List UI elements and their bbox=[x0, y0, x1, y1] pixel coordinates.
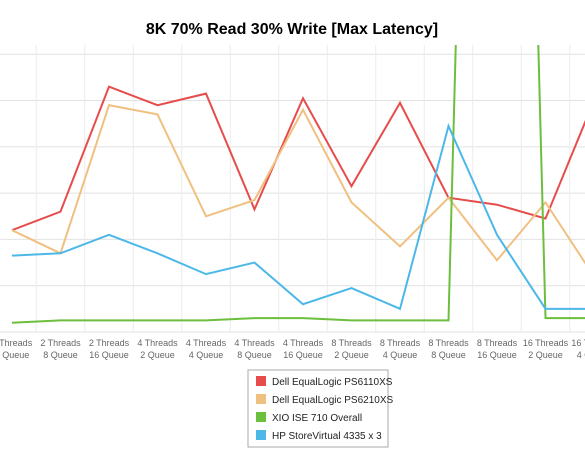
x-tick-line: 8 Threads bbox=[331, 338, 372, 348]
x-tick-line: 8 Queue bbox=[43, 350, 78, 360]
x-tick-line: 8 Queue bbox=[237, 350, 272, 360]
x-tick-line: 8 Queue bbox=[431, 350, 466, 360]
legend-box bbox=[247, 369, 389, 448]
x-tick-line: 4 Threads bbox=[283, 338, 324, 348]
x-tick-line: 4 Queue bbox=[383, 350, 418, 360]
x-tick-line: 2 Threads bbox=[89, 338, 130, 348]
x-tick-line: 4 Threads bbox=[234, 338, 275, 348]
x-tick-line: 4 Threads bbox=[137, 338, 178, 348]
x-tick-label: 16 Threads 2 Queue bbox=[523, 338, 569, 360]
x-tick-line: 2 Queue bbox=[528, 350, 563, 360]
x-tick-label: 4 Threads 16 Queue bbox=[283, 338, 324, 360]
x-tick-label: 16 Threads 4 Queue bbox=[571, 338, 585, 360]
series-line bbox=[11, 45, 585, 324]
x-tick-line: 4 Queue bbox=[189, 350, 224, 360]
x-tick-label: 2 Threads 4 Queue bbox=[0, 338, 33, 360]
x-tick-label: 8 Threads 2 Queue bbox=[331, 338, 372, 360]
legend-swatch bbox=[256, 376, 266, 386]
legend-swatch bbox=[256, 430, 266, 440]
legend-label: HP StoreVirtual 4335 x 3 bbox=[272, 431, 382, 442]
x-tick-label: 8 Threads 16 Queue bbox=[477, 338, 518, 360]
x-tick-line: 16 Threads bbox=[571, 338, 585, 348]
legend-label: XIO ISE 710 Overall bbox=[272, 413, 362, 424]
grid bbox=[0, 45, 585, 333]
x-tick-line: 2 Threads bbox=[0, 338, 33, 348]
x-tick-line: 16 Queue bbox=[283, 350, 323, 360]
x-tick-label: 8 Threads 4 Queue bbox=[380, 338, 421, 360]
x-tick-line: 2 Queue bbox=[334, 350, 369, 360]
x-tick-label: 4 Threads 8 Queue bbox=[234, 338, 275, 360]
series-line bbox=[11, 104, 585, 265]
x-tick-label: 2 Threads 16 Queue bbox=[89, 338, 130, 360]
x-tick-line: 16 Threads bbox=[523, 338, 569, 348]
plot bbox=[11, 45, 585, 324]
x-tick-label: 4 Threads 2 Queue bbox=[137, 338, 178, 360]
x-tick-line: 8 Threads bbox=[380, 338, 421, 348]
legend-label: Dell EqualLogic PS6210XS bbox=[272, 395, 394, 406]
x-tick-label: 4 Threads 4 Queue bbox=[186, 338, 227, 360]
x-tick-line: 8 Threads bbox=[477, 338, 518, 348]
x-tick-line: 4 Threads bbox=[186, 338, 227, 348]
legend-swatch bbox=[256, 394, 266, 404]
x-tick-line: 4 Queue bbox=[577, 350, 585, 360]
x-tick-line: 16 Queue bbox=[89, 350, 129, 360]
x-tick-line: 4 Queue bbox=[0, 350, 29, 360]
series-line bbox=[11, 123, 585, 311]
x-tick-label: 2 Threads 8 Queue bbox=[40, 338, 81, 360]
legend: Dell EqualLogic PS6110XS Dell EqualLogic … bbox=[256, 376, 394, 442]
x-tick-line: 2 Threads bbox=[40, 338, 81, 348]
x-tick-label: 8 Threads 8 Queue bbox=[428, 338, 469, 360]
legend-swatch bbox=[256, 412, 266, 422]
x-tick-line: 2 Queue bbox=[140, 350, 175, 360]
x-tick-line: 8 Threads bbox=[428, 338, 469, 348]
legend-label: Dell EqualLogic PS6110XS bbox=[272, 377, 393, 388]
series-line bbox=[11, 85, 585, 232]
x-tick-line: 16 Queue bbox=[477, 350, 517, 360]
chart-title: 8K 70% Read 30% Write [Max Latency] bbox=[146, 21, 438, 38]
